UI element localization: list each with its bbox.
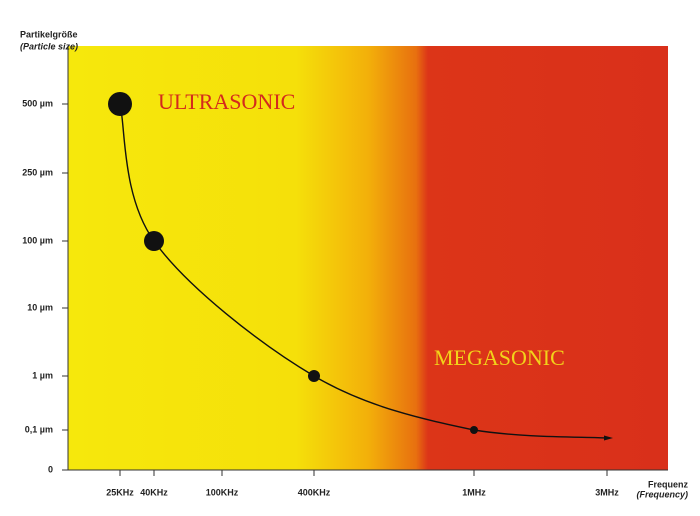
y-tick-label: 500 µm [22, 98, 53, 108]
data-dot [470, 426, 478, 434]
y-tick-label: 0,1 µm [25, 424, 53, 434]
y-axis-label: Partikelgröße [20, 29, 78, 39]
y-tick-label: 0 [48, 464, 53, 474]
y-tick-label: 250 µm [22, 167, 53, 177]
arrow-head [604, 435, 613, 441]
y-tick-label: 100 µm [22, 235, 53, 245]
y-tick-label: 1 µm [32, 370, 53, 380]
annotation: ULTRASONIC [158, 89, 295, 114]
data-dot [144, 231, 164, 251]
x-axis-sublabel: (Frequency) [636, 489, 688, 499]
data-dot [308, 370, 320, 382]
x-tick-label: 40KHz [140, 487, 168, 497]
x-tick-label: 100KHz [206, 487, 239, 497]
annotation: MEGASONIC [434, 345, 565, 370]
data-dot [108, 92, 132, 116]
x-tick-label: 400KHz [298, 487, 331, 497]
x-tick-label: 1MHz [462, 487, 486, 497]
y-tick-label: 10 µm [27, 302, 53, 312]
x-axis-label: Frequenz [648, 479, 689, 489]
x-tick-label: 25KHz [106, 487, 134, 497]
x-tick-label: 3MHz [595, 487, 619, 497]
y-axis-sublabel: (Particle size) [20, 41, 78, 51]
